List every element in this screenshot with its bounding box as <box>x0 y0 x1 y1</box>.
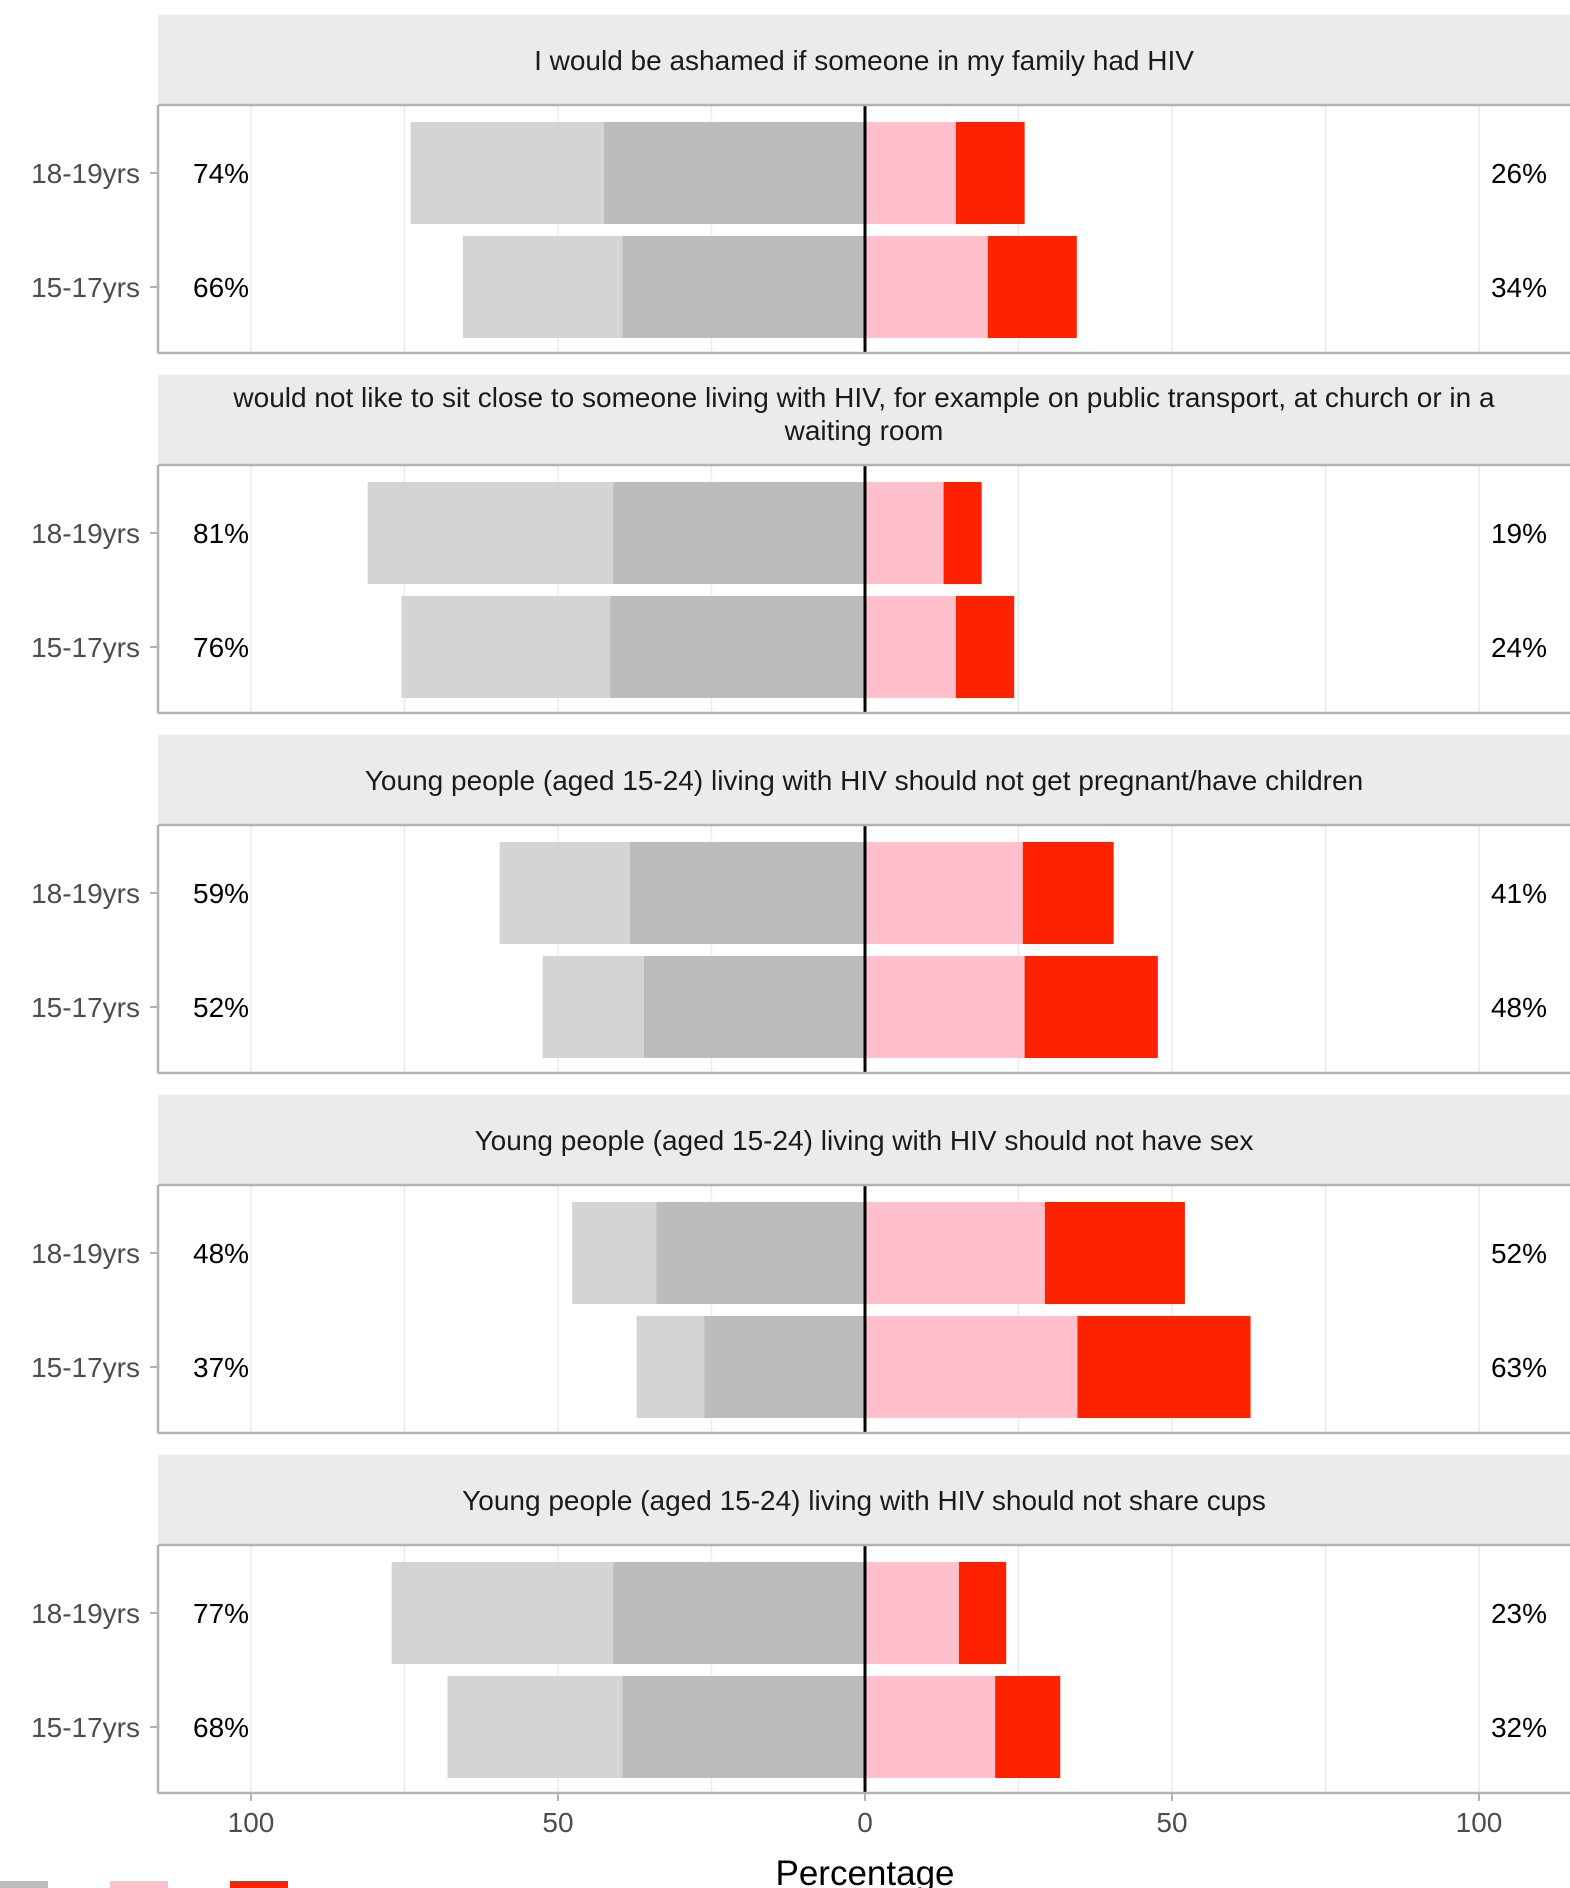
facet-strip-title: Young people (aged 15-24) living with HI… <box>365 765 1363 796</box>
bar-segment-neg-outer <box>572 1202 657 1304</box>
category-label: 15-17yrs <box>31 992 140 1023</box>
category-label: 18-19yrs <box>31 1598 140 1629</box>
x-tick-label: 0 <box>857 1807 873 1838</box>
bar-segment-neg-outer <box>391 1562 614 1664</box>
bar-segment-neg-outer <box>542 956 644 1058</box>
bar-left-percent-label: 76% <box>193 632 249 663</box>
bar-segment-neg-outer <box>636 1316 705 1418</box>
facet-strip-title: would not like to sit close to someone l… <box>232 382 1495 446</box>
bar-segment-pos-inner <box>865 1316 1078 1418</box>
legend-key <box>0 1881 48 1888</box>
bar-segment-neg-inner <box>610 596 865 698</box>
bar-right-percent-label: 19% <box>1491 518 1547 549</box>
bar-segment-pos-inner <box>865 482 944 584</box>
facet-strip-title: Young people (aged 15-24) living with HI… <box>462 1485 1266 1516</box>
facet-panel-3: Young people (aged 15-24) living with HI… <box>31 735 1570 1075</box>
category-label: 15-17yrs <box>31 1712 140 1743</box>
bar-right-percent-label: 52% <box>1491 1238 1547 1269</box>
facet-strip <box>158 1455 1570 1545</box>
bar-segment-pos-outer <box>995 1676 1061 1778</box>
bar-segment-neg-outer <box>499 842 630 944</box>
bar-left-percent-label: 68% <box>193 1712 249 1743</box>
bar-segment-pos-inner <box>865 956 1025 1058</box>
bar-segment-pos-inner <box>865 122 956 224</box>
facet-strip <box>158 15 1570 105</box>
bar-segment-neg-inner <box>629 842 865 944</box>
facet-strip <box>158 375 1570 465</box>
facet-panel-2: would not like to sit close to someone l… <box>31 375 1570 715</box>
bar-segment-neg-inner <box>613 482 865 584</box>
x-tick-label: 100 <box>228 1807 275 1838</box>
bar-segment-neg-inner <box>622 236 865 338</box>
category-label: 15-17yrs <box>31 632 140 663</box>
bar-segment-pos-outer <box>1077 1316 1251 1418</box>
bar-segment-neg-outer <box>410 122 605 224</box>
category-label: 18-19yrs <box>31 1238 140 1269</box>
category-label: 18-19yrs <box>31 878 140 909</box>
bar-segment-neg-outer <box>462 236 623 338</box>
facet-strip <box>158 1095 1570 1185</box>
bar-right-percent-label: 24% <box>1491 632 1547 663</box>
bar-right-percent-label: 48% <box>1491 992 1547 1023</box>
legend-key <box>230 1881 288 1888</box>
bar-segment-neg-inner <box>656 1202 865 1304</box>
bar-right-percent-label: 63% <box>1491 1352 1547 1383</box>
x-tick-label: 50 <box>1156 1807 1187 1838</box>
facet-strip-title: Young people (aged 15-24) living with HI… <box>475 1125 1254 1156</box>
bar-segment-pos-outer <box>958 1562 1007 1664</box>
bar-left-percent-label: 52% <box>193 992 249 1023</box>
bar-left-percent-label: 66% <box>193 272 249 303</box>
bar-segment-pos-inner <box>865 1676 996 1778</box>
x-tick-label: 100 <box>1456 1807 1503 1838</box>
bar-segment-neg-inner <box>622 1676 865 1778</box>
facet-strip <box>158 735 1570 825</box>
bar-segment-pos-inner <box>865 842 1023 944</box>
bar-segment-neg-inner <box>604 122 865 224</box>
bar-left-percent-label: 77% <box>193 1598 249 1629</box>
bar-right-percent-label: 34% <box>1491 272 1547 303</box>
facet-strip-title: I would be ashamed if someone in my fami… <box>534 45 1194 76</box>
category-label: 18-19yrs <box>31 518 140 549</box>
bar-right-percent-label: 41% <box>1491 878 1547 909</box>
bar-segment-pos-outer <box>955 596 1015 698</box>
bar-segment-neg-inner <box>613 1562 865 1664</box>
bar-segment-pos-inner <box>865 1562 959 1664</box>
bar-left-percent-label: 37% <box>193 1352 249 1383</box>
bar-segment-pos-inner <box>865 596 956 698</box>
bar-segment-pos-outer <box>987 236 1077 338</box>
bar-segment-pos-outer <box>955 122 1025 224</box>
facet-panel-4: Young people (aged 15-24) living with HI… <box>31 1095 1570 1435</box>
facet-strip-title-line: waiting room <box>784 415 944 446</box>
bar-segment-neg-outer <box>447 1676 623 1778</box>
x-axis-title: Percentage <box>775 1854 954 1888</box>
bar-segment-neg-outer <box>367 482 614 584</box>
x-tick-label: 50 <box>542 1807 573 1838</box>
category-label: 15-17yrs <box>31 272 140 303</box>
bar-left-percent-label: 74% <box>193 158 249 189</box>
bar-segment-pos-inner <box>865 236 988 338</box>
category-label: 18-19yrs <box>31 158 140 189</box>
bar-segment-neg-inner <box>704 1316 865 1418</box>
category-label: 15-17yrs <box>31 1352 140 1383</box>
bar-left-percent-label: 81% <box>193 518 249 549</box>
bar-right-percent-label: 26% <box>1491 158 1547 189</box>
bar-right-percent-label: 32% <box>1491 1712 1547 1743</box>
bar-segment-pos-outer <box>1024 956 1158 1058</box>
bar-right-percent-label: 23% <box>1491 1598 1547 1629</box>
facet-panel-1: I would be ashamed if someone in my fami… <box>31 15 1570 355</box>
bar-segment-pos-inner <box>865 1202 1045 1304</box>
bar-segment-neg-outer <box>401 596 611 698</box>
facet-strip-title-line: would not like to sit close to someone l… <box>232 382 1495 413</box>
bar-segment-neg-inner <box>643 956 865 1058</box>
bar-left-percent-label: 48% <box>193 1238 249 1269</box>
bar-segment-pos-outer <box>1044 1202 1185 1304</box>
bar-left-percent-label: 59% <box>193 878 249 909</box>
bar-segment-pos-outer <box>943 482 982 584</box>
bar-segment-pos-outer <box>1022 842 1114 944</box>
legend-key <box>110 1881 168 1888</box>
facet-panel-5: Young people (aged 15-24) living with HI… <box>31 1455 1570 1795</box>
